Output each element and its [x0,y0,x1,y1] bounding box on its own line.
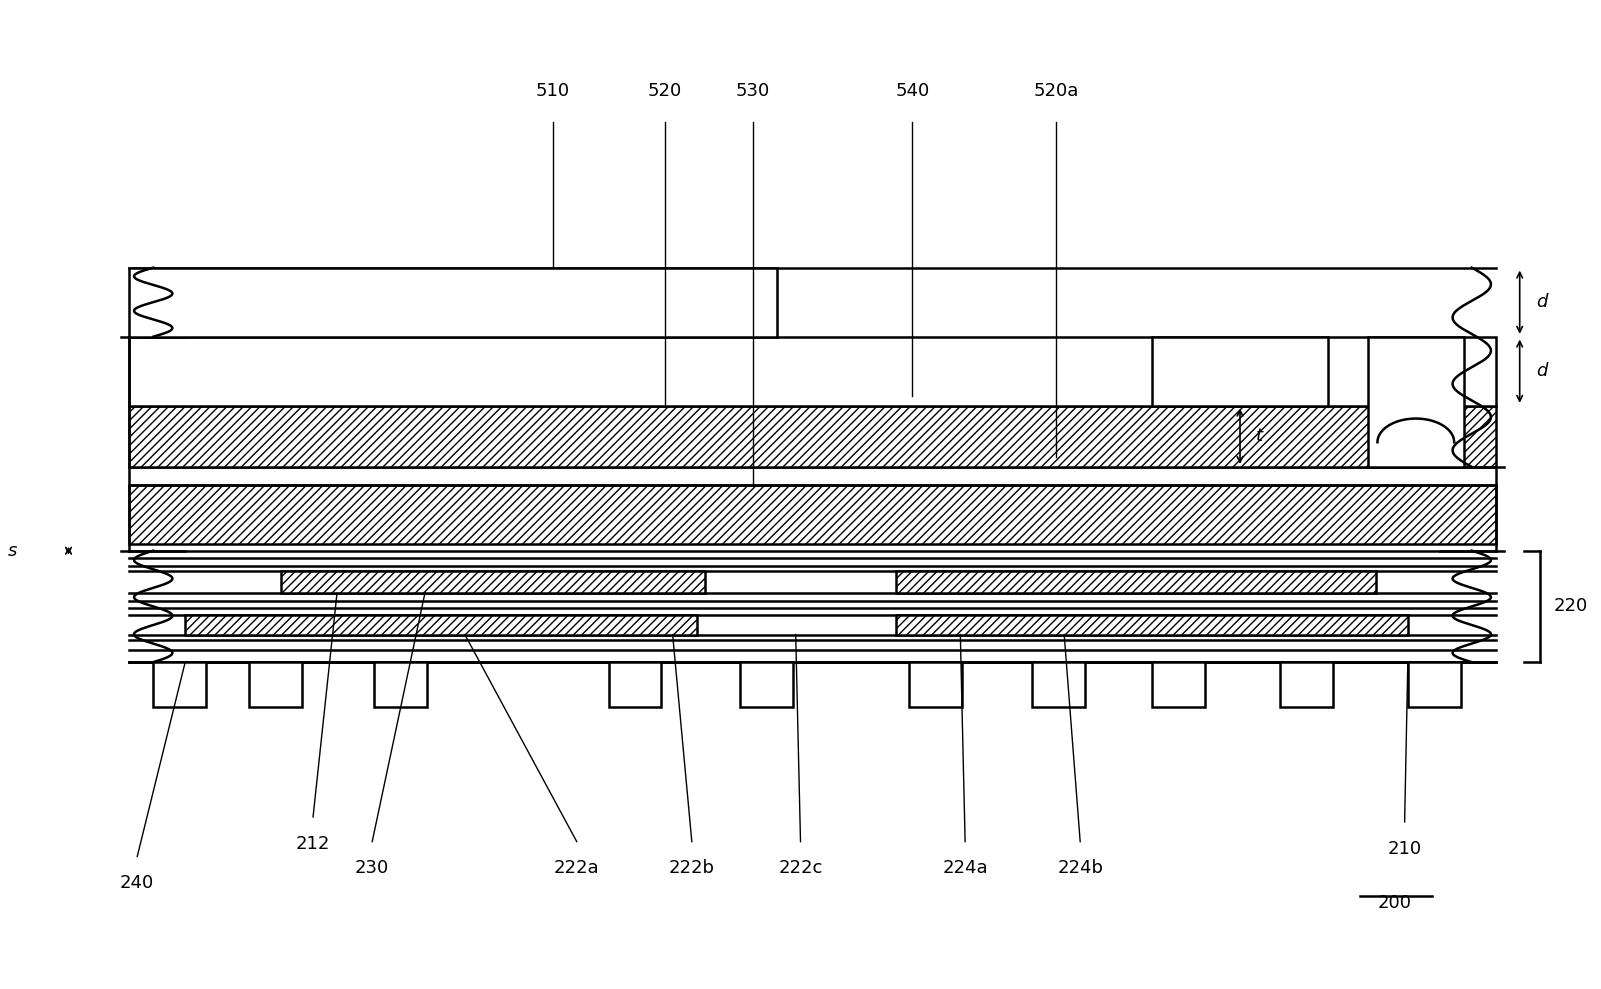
Bar [897,615,1407,635]
Text: 230: 230 [355,859,389,877]
Text: d: d [1535,293,1547,312]
Text: 222c: 222c [778,859,823,877]
Bar [1367,336,1463,467]
Text: 224a: 224a [943,859,988,877]
Text: 530: 530 [735,82,770,100]
Text: 212: 212 [296,835,330,853]
Bar [740,663,792,706]
Text: 200: 200 [1378,894,1412,912]
Bar [897,572,1375,593]
Text: 220: 220 [1553,597,1588,615]
Text: 210: 210 [1388,840,1422,857]
Bar [1153,663,1206,706]
Bar [130,268,1495,706]
Bar [373,663,426,706]
Text: 520a: 520a [1034,82,1079,100]
Bar [130,268,776,336]
Text: d: d [1535,362,1547,380]
Text: 224b: 224b [1057,859,1103,877]
Bar [282,572,704,593]
Text: t: t [488,293,496,312]
Bar [1033,663,1085,706]
Bar [130,485,1495,544]
Bar [1153,336,1327,405]
Bar [186,615,696,635]
Text: 222b: 222b [669,859,714,877]
Text: 520: 520 [647,82,682,100]
Bar [250,663,303,706]
Text: t: t [1257,427,1263,445]
Text: 540: 540 [895,82,930,100]
Text: 510: 510 [536,82,570,100]
Text: 222a: 222a [554,859,599,877]
Bar [1279,663,1332,706]
Bar [1407,663,1460,706]
Bar [130,405,1495,467]
Bar [130,336,1495,405]
Text: 240: 240 [120,874,154,892]
Bar [154,663,207,706]
Bar [608,663,661,706]
Text: s: s [8,542,18,560]
Bar [909,663,962,706]
